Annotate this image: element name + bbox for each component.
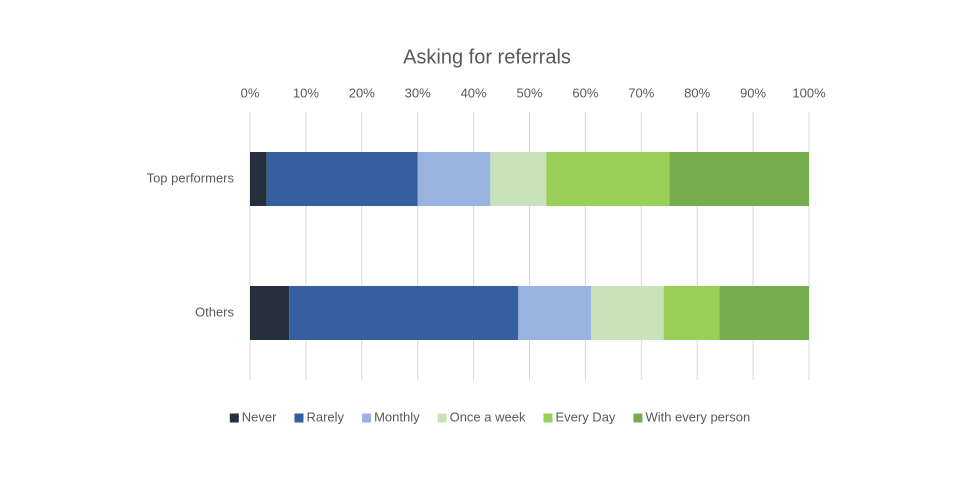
- x-tick-label: 0%: [241, 85, 260, 100]
- y-tick-label: Others: [195, 304, 235, 319]
- bar-segment: [266, 152, 418, 206]
- bar-segment: [490, 152, 547, 206]
- x-tick-label: 10%: [293, 85, 319, 100]
- x-tick-label: 30%: [405, 85, 431, 100]
- legend-swatch: [294, 413, 304, 423]
- bar-segment: [250, 286, 290, 340]
- legend-swatch: [543, 413, 553, 423]
- bar-segment: [289, 286, 519, 340]
- legend-label: Monthly: [374, 409, 420, 424]
- bar-segment: [417, 152, 491, 206]
- bar-segment: [719, 286, 809, 340]
- legend-swatch: [362, 413, 372, 423]
- legend-swatch: [633, 413, 643, 423]
- bar-segment: [669, 152, 809, 206]
- bar-segment: [590, 286, 664, 340]
- x-tick-label: 60%: [572, 85, 598, 100]
- x-tick-label: 80%: [684, 85, 710, 100]
- legend-label: Every Day: [555, 409, 615, 424]
- legend-label: Never: [242, 409, 277, 424]
- y-tick-label: Top performers: [147, 170, 235, 185]
- x-tick-label: 90%: [740, 85, 766, 100]
- chart-title: Asking for referrals: [403, 46, 571, 68]
- x-tick-label: 50%: [516, 85, 542, 100]
- legend-label: Once a week: [450, 409, 526, 424]
- legend-label: With every person: [645, 409, 750, 424]
- x-tick-label: 70%: [628, 85, 654, 100]
- x-tick-label: 100%: [792, 85, 826, 100]
- x-tick-label: 40%: [461, 85, 487, 100]
- bar-segment: [518, 286, 591, 340]
- bar-segment: [663, 286, 720, 340]
- legend-label: Rarely: [306, 409, 344, 424]
- legend-swatch: [229, 413, 239, 423]
- x-tick-label: 20%: [349, 85, 375, 100]
- bar-segment: [250, 152, 267, 206]
- bar-segment: [546, 152, 670, 206]
- legend-swatch: [437, 413, 447, 423]
